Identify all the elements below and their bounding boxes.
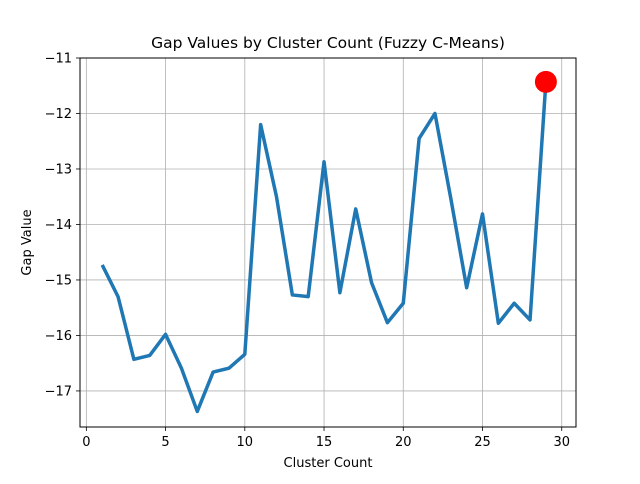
grid-layer	[80, 57, 576, 427]
x-tick-label: 0	[82, 435, 90, 450]
y-tick-label: −14	[45, 218, 72, 233]
y-tick-label: −11	[45, 52, 72, 67]
tick-layer: 0 5 10 15 20 25 30 −17 −16 −15 −14 −13 −12 −11	[45, 52, 570, 451]
x-tick-label: 30	[553, 435, 570, 450]
highlight-marker	[534, 70, 557, 93]
plot-frame	[79, 57, 577, 428]
x-tick-label: 15	[316, 435, 333, 450]
x-axis-label: Cluster Count	[284, 456, 373, 471]
series-layer	[100, 81, 548, 414]
x-tick-label: 20	[395, 435, 412, 450]
x-tick-label: 5	[161, 435, 169, 450]
gap-value-line	[100, 81, 548, 414]
y-tick-label: −15	[45, 273, 72, 288]
chart-title: Gap Values by Cluster Count (Fuzzy C-Mea…	[151, 34, 505, 52]
y-tick-label: −12	[45, 107, 72, 122]
highlight-layer	[534, 70, 557, 93]
y-axis-label: Gap Value	[20, 209, 35, 275]
y-tick-label: −17	[45, 384, 72, 399]
y-tick-label: −13	[45, 162, 72, 177]
x-tick-label: 25	[474, 435, 491, 450]
x-tick-label: 10	[237, 435, 254, 450]
y-tick-label: −16	[45, 329, 72, 344]
